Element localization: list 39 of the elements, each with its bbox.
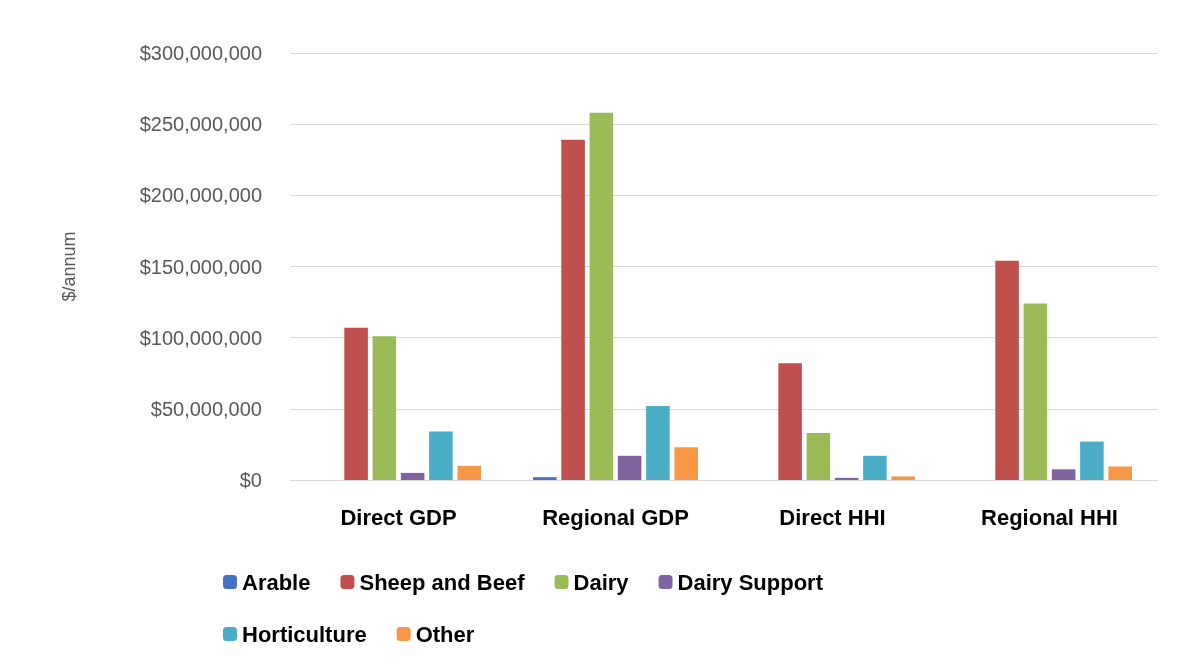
bar xyxy=(1023,303,1048,480)
bar xyxy=(1080,441,1104,480)
legend-label: Sheep and Beef xyxy=(359,569,526,595)
bar xyxy=(834,477,859,480)
x-tick-label: Direct GDP xyxy=(340,504,457,530)
legend-label: Other xyxy=(415,621,475,647)
bar xyxy=(995,260,1019,480)
bar xyxy=(806,433,831,480)
legend-label: Dairy xyxy=(573,569,630,595)
y-tick-label: $50,000,000 xyxy=(150,397,262,420)
y-tick-label: $100,000,000 xyxy=(139,326,262,349)
y-tick-label: $200,000,000 xyxy=(139,184,262,207)
bar xyxy=(457,465,481,480)
y-tick-label: $0 xyxy=(239,469,262,491)
bar xyxy=(400,472,425,480)
bar xyxy=(533,477,557,480)
bar xyxy=(1108,466,1132,480)
bar xyxy=(646,405,670,480)
bar xyxy=(891,476,915,480)
legend-label: Horticulture xyxy=(242,621,367,647)
bar xyxy=(372,336,397,480)
bar xyxy=(589,112,614,480)
bar xyxy=(429,431,453,480)
y-axis-title: $/annum xyxy=(59,231,79,302)
x-tick-label: Direct HHI xyxy=(779,504,886,530)
bar xyxy=(344,327,368,480)
legend-label: Dairy Support xyxy=(677,569,824,595)
bar xyxy=(617,455,642,480)
y-tick-label: $250,000,000 xyxy=(139,113,262,136)
x-tick-label: Regional HHI xyxy=(981,504,1118,530)
bar xyxy=(863,455,887,480)
bar xyxy=(674,447,698,480)
bar xyxy=(778,363,802,480)
x-tick-label: Regional GDP xyxy=(542,504,689,530)
y-tick-label: $150,000,000 xyxy=(139,255,262,278)
bar xyxy=(1051,469,1076,480)
bar xyxy=(561,139,585,480)
legend-label: Arable xyxy=(242,569,311,595)
y-tick-label: $300,000,000 xyxy=(139,42,262,64)
